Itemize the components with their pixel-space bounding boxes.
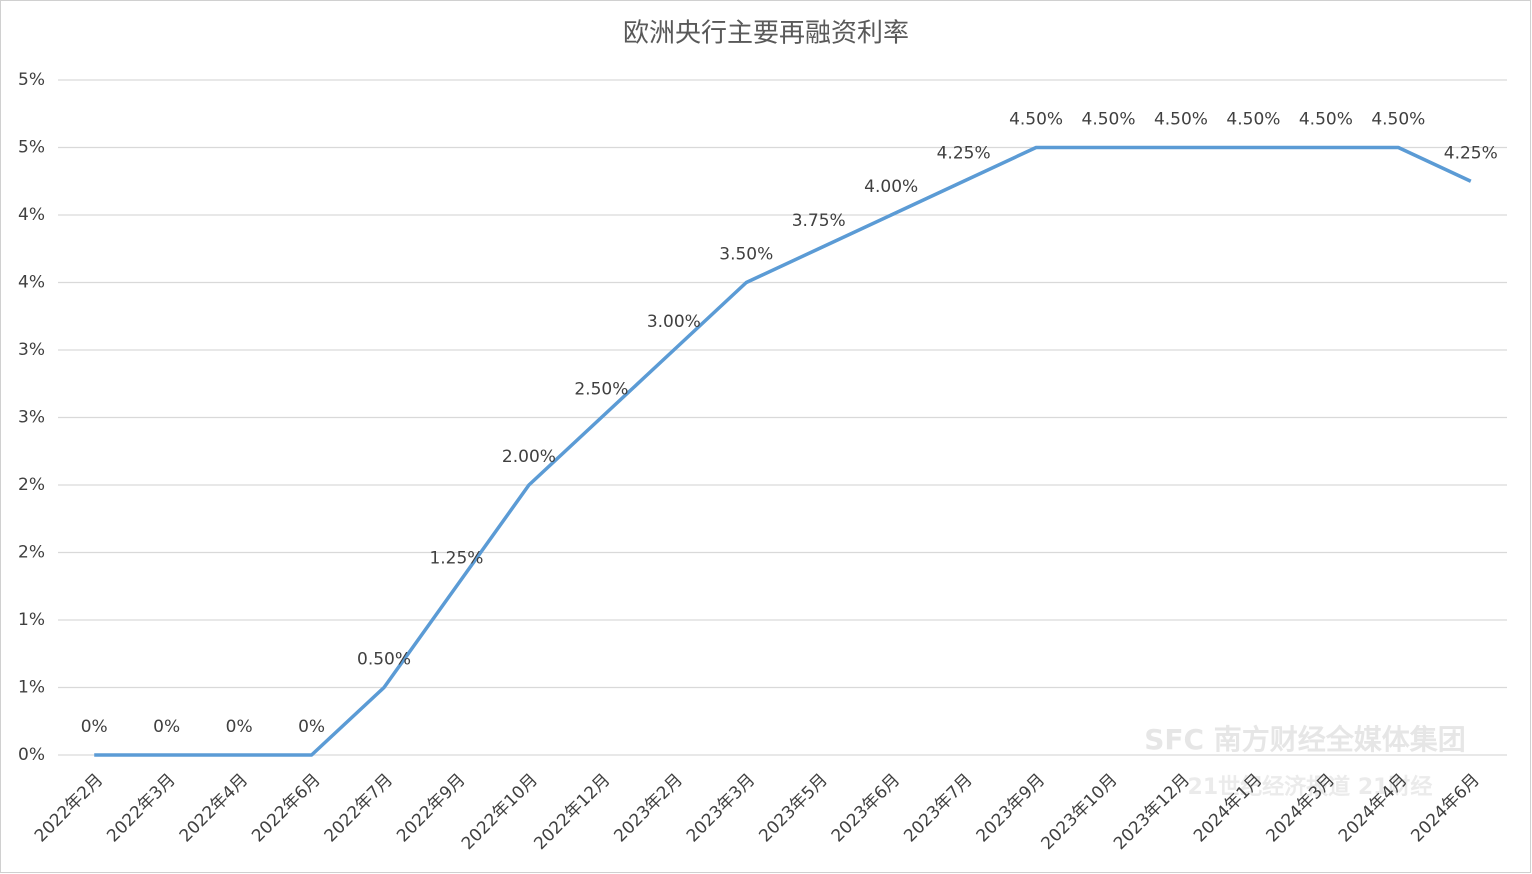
data-label: 0%	[81, 717, 108, 737]
y-tick-label: 2%	[18, 543, 45, 563]
data-label: 3.75%	[792, 211, 846, 231]
data-label: 4.50%	[1226, 110, 1280, 130]
data-label: 2.00%	[502, 447, 556, 467]
y-tick-label: 3%	[18, 340, 45, 360]
watermark: SFC 南方财经全媒体集团	[1144, 723, 1466, 756]
data-label: 4.50%	[1371, 110, 1425, 130]
y-tick-label: 3%	[18, 408, 45, 428]
data-label: 4.50%	[1082, 110, 1136, 130]
data-label: 4.25%	[1444, 143, 1498, 163]
data-label: 3.00%	[647, 312, 701, 332]
data-label: 4.50%	[1299, 110, 1353, 130]
data-label: 1.25%	[429, 548, 483, 568]
data-label: 2.50%	[574, 380, 628, 400]
y-tick-label: 4%	[18, 273, 45, 293]
data-label: 4.00%	[864, 177, 918, 197]
y-tick-label: 5%	[18, 138, 45, 158]
chart-title: 欧洲央行主要再融资利率	[623, 19, 909, 49]
watermark: 21世纪经济报道 21财经	[1188, 774, 1433, 800]
y-tick-label: 1%	[18, 610, 45, 630]
data-label: 0%	[226, 717, 253, 737]
data-label: 3.50%	[719, 245, 773, 265]
y-tick-label: 5%	[18, 70, 45, 90]
data-label: 4.50%	[1009, 110, 1063, 130]
line	[94, 145, 1472, 757]
y-tick-label: 0%	[18, 745, 45, 765]
y-tick-label: 1%	[18, 678, 45, 698]
data-label: 0.50%	[357, 650, 411, 670]
data-label: 4.50%	[1154, 110, 1208, 130]
y-tick-label: 4%	[18, 205, 45, 225]
data-label: 0%	[153, 717, 180, 737]
y-tick-label: 2%	[18, 475, 45, 495]
data-label: 4.25%	[937, 143, 991, 163]
data-label: 0%	[298, 717, 325, 737]
